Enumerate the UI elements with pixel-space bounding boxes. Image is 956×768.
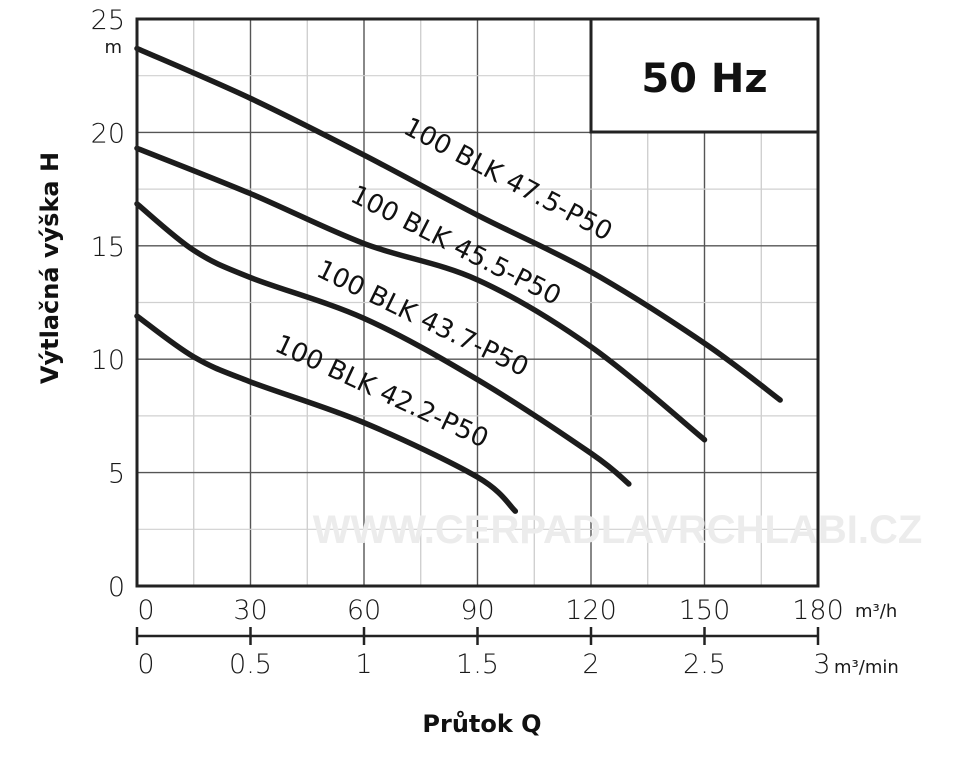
y-tick-label: 0 — [108, 572, 125, 603]
frequency-label: 50 Hz — [641, 56, 767, 102]
x-tick-label: 30 — [233, 595, 267, 626]
frequency-box: 50 Hz — [589, 17, 820, 134]
x2-tick-label: 1.5 — [456, 649, 499, 680]
x-tick-label: 120 — [565, 595, 617, 626]
x-unit-label: m³/h — [855, 601, 897, 622]
x2-tick-label: 1 — [355, 649, 372, 680]
y-tick-label: 5 — [108, 459, 125, 490]
curves — [134, 45, 783, 514]
x-tick-label: 90 — [460, 595, 494, 626]
x-tick-label: 150 — [679, 595, 731, 626]
x2-tick-label: 2.5 — [683, 649, 726, 680]
x2-tick-label: 0 — [137, 649, 154, 680]
series-line — [134, 201, 632, 487]
y-unit-label: m — [104, 37, 122, 58]
frequency-box-frame — [589, 17, 820, 134]
x2-tick-label: 3 — [813, 649, 830, 680]
x2-tick-label: 0.5 — [229, 649, 272, 680]
x-axis-title: Průtok Q — [422, 710, 541, 738]
x-tick-labels: 0 30 60 90 120 150 180 — [137, 595, 843, 626]
secondary-x-axis: 0 0.5 1 1.5 2 2.5 3 — [135, 627, 831, 680]
x-tick-label: 0 — [137, 595, 154, 626]
x-tick-label: 60 — [347, 595, 381, 626]
y-tick-label: 10 — [91, 345, 125, 376]
y-tick-labels: 0 5 10 15 20 25 — [91, 5, 125, 603]
series-line — [134, 145, 708, 443]
x-tick-label: 180 — [792, 595, 844, 626]
plot-frame — [135, 17, 820, 588]
x2-tick-label: 2 — [582, 649, 599, 680]
series-line — [134, 45, 783, 403]
y-tick-label: 20 — [91, 118, 125, 149]
y-axis-title: Výtlačná výška H — [36, 152, 64, 384]
watermark: WWW.CERPADLAVRCHLABI.CZ — [313, 508, 923, 552]
x2-unit-label: m³/min — [834, 657, 899, 678]
series-line — [134, 313, 519, 514]
y-tick-label: 25 — [91, 5, 125, 36]
y-tick-label: 15 — [91, 232, 125, 263]
